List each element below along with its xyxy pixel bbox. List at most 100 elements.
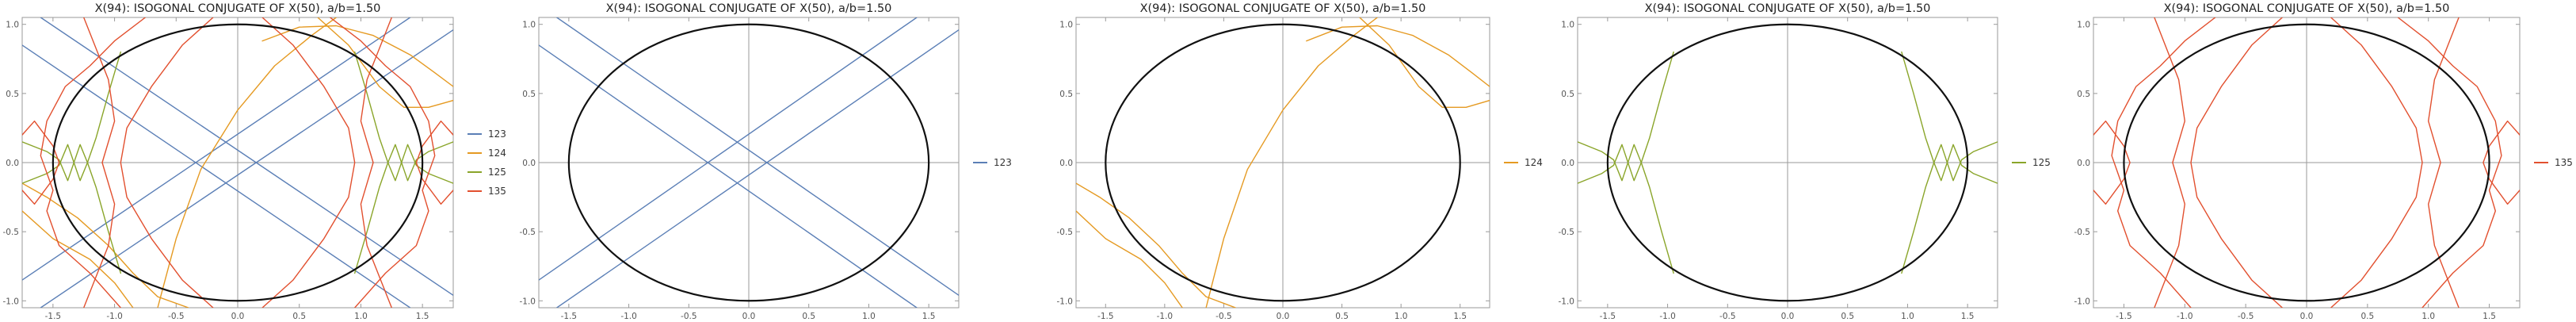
x-tick-label: 1.0 xyxy=(1901,312,1914,321)
y-tick-label: -1.0 xyxy=(1057,297,1074,306)
series-123-curve-3 xyxy=(556,29,959,308)
series-125-curve-3 xyxy=(354,141,453,274)
chart-title: X(94): ISOGONAL CONJUGATE OF X(50), a/b=… xyxy=(606,2,892,15)
series-125-curve-4 xyxy=(1901,51,1998,184)
series-125-curve-1 xyxy=(22,141,121,274)
x-tick-label: -1.5 xyxy=(1600,312,1616,321)
series-123-curve-3 xyxy=(40,29,453,308)
y-tick-label: -0.5 xyxy=(1559,228,1575,237)
chart-panel-3: -1.5 -1.0 -0.5 0.0 0.5 1.0 1.5 -1.0 -0.5 0.0 0.5 1.… xyxy=(1057,2,1543,321)
series-135-curve-7 xyxy=(83,17,116,308)
x-tick-label: -0.5 xyxy=(681,312,697,321)
series-125-curve-1 xyxy=(1578,141,1674,274)
chart-title: X(94): ISOGONAL CONJUGATE OF X(50), a/b=… xyxy=(1645,2,1931,15)
x-tick-label: -1.0 xyxy=(2177,312,2193,321)
x-tick-label: 1.0 xyxy=(354,312,368,321)
legend-label-125: 125 xyxy=(2032,157,2051,168)
y-tick-label: 0.5 xyxy=(6,90,19,99)
x-tick-label: -1.0 xyxy=(1157,312,1174,321)
series-123-curve-4 xyxy=(556,17,959,296)
series-124-curve-3 xyxy=(1076,182,1236,308)
reference-ellipse xyxy=(1606,23,1969,302)
y-tick-label: 1.0 xyxy=(1561,21,1574,30)
series-135-curve-5 xyxy=(22,121,60,205)
x-tick-label: -0.5 xyxy=(1215,312,1232,321)
series-123-curve-4 xyxy=(40,17,453,296)
x-tick-label: -1.5 xyxy=(561,312,578,321)
y-tick-label: -1.0 xyxy=(1559,297,1575,306)
series-135-curve-1 xyxy=(40,17,147,308)
y-tick-label: 0.0 xyxy=(1059,159,1073,168)
x-tick-label: 1.0 xyxy=(2421,312,2435,321)
y-tick-label: -1.0 xyxy=(520,297,536,306)
series-135-curve-5 xyxy=(2093,121,2131,205)
y-tick-label: 0.0 xyxy=(6,159,19,168)
series-125-curve-2 xyxy=(1578,51,1674,184)
x-tick-label: -1.0 xyxy=(620,312,637,321)
x-tick-label: -1.5 xyxy=(1097,312,1114,321)
y-tick-label: 1.0 xyxy=(6,21,19,30)
series-135-curve-2 xyxy=(2397,17,2502,308)
x-tick-label: 1.5 xyxy=(2483,312,2496,321)
x-tick-label: 0.5 xyxy=(292,312,306,321)
series-125-curve-2 xyxy=(22,51,121,184)
x-tick-label: -1.5 xyxy=(2116,312,2132,321)
x-tick-label: -1.5 xyxy=(45,312,62,321)
reference-ellipse xyxy=(567,23,930,302)
y-tick-label: 0.0 xyxy=(522,159,536,168)
series-135-curve-6 xyxy=(2483,121,2520,205)
series-135-curve-2 xyxy=(329,17,436,308)
y-tick-label: -0.5 xyxy=(3,228,20,237)
x-tick-label: -0.5 xyxy=(2238,312,2254,321)
x-tick-label: -1.0 xyxy=(1659,312,1676,321)
reference-ellipse xyxy=(1105,23,1461,302)
series-124-curve-5 xyxy=(261,25,453,87)
series-124-curve-5 xyxy=(1306,25,1490,87)
reference-ellipse xyxy=(2123,23,2490,302)
x-tick-label: 0.0 xyxy=(1781,312,1795,321)
series-124-curve-4 xyxy=(1359,17,1490,108)
x-tick-label: 0.5 xyxy=(1841,312,1854,321)
x-tick-label: 1.5 xyxy=(416,312,429,321)
x-tick-label: 0.0 xyxy=(231,312,245,321)
chart-title: X(94): ISOGONAL CONJUGATE OF X(50), a/b=… xyxy=(1140,2,1426,15)
series-123-curve-2 xyxy=(22,17,411,281)
chart-title: X(94): ISOGONAL CONJUGATE OF X(50), a/b=… xyxy=(2164,2,2450,15)
legend-label-124: 124 xyxy=(1525,157,1543,168)
legend-label-123: 123 xyxy=(488,128,506,140)
series-135-curve-7 xyxy=(2154,17,2185,308)
x-tick-label: 1.5 xyxy=(1961,312,1975,321)
y-tick-label: 0.5 xyxy=(1059,90,1073,99)
x-tick-label: 1.5 xyxy=(1453,312,1467,321)
y-tick-label: 0.5 xyxy=(522,90,536,99)
x-tick-label: 1.0 xyxy=(1395,312,1408,321)
series-124-curve-2 xyxy=(22,210,134,308)
x-tick-label: -1.0 xyxy=(106,312,123,321)
x-tick-label: 0.5 xyxy=(2361,312,2375,321)
y-tick-label: 0.5 xyxy=(1561,90,1574,99)
chart-panel-5: -1.5 -1.0 -0.5 0.0 0.5 1.0 1.5 -1.0 -0.5 0.0 0.5 1.… xyxy=(2074,2,2573,321)
y-tick-label: 0.0 xyxy=(2077,159,2090,168)
y-tick-label: -0.5 xyxy=(520,228,536,237)
y-tick-label: -0.5 xyxy=(1057,228,1074,237)
chart-panel-2: -1.5 -1.0 -0.5 0.0 0.5 1.0 1.5 -1.0 -0.5 0.0 0.5 1.… xyxy=(520,2,1012,321)
x-tick-label: 0.5 xyxy=(802,312,815,321)
chart-panel-4: -1.5 -1.0 -0.5 0.0 0.5 1.0 1.5 -1.0 -0.5 0.0 0.5 1.… xyxy=(1559,2,2051,321)
chart-title: X(94): ISOGONAL CONJUGATE OF X(50), a/b=… xyxy=(95,2,381,15)
series-124-curve-4 xyxy=(317,17,453,108)
x-tick-label: 1.0 xyxy=(862,312,876,321)
legend-label-135: 135 xyxy=(488,186,506,197)
series-123-curve-1 xyxy=(22,44,411,308)
reference-ellipse xyxy=(52,23,424,302)
y-tick-label: 1.0 xyxy=(1059,21,1073,30)
legend-label-124: 124 xyxy=(488,148,506,159)
legend-label-135: 135 xyxy=(2555,157,2573,168)
y-tick-label: 1.0 xyxy=(522,21,536,30)
series-123-curve-2 xyxy=(539,17,918,281)
series-135-curve-6 xyxy=(415,121,453,205)
y-tick-label: 1.0 xyxy=(2077,21,2090,30)
x-tick-label: 0.0 xyxy=(2300,312,2314,321)
series-135-curve-3 xyxy=(2190,17,2283,308)
x-tick-label: -0.5 xyxy=(168,312,185,321)
